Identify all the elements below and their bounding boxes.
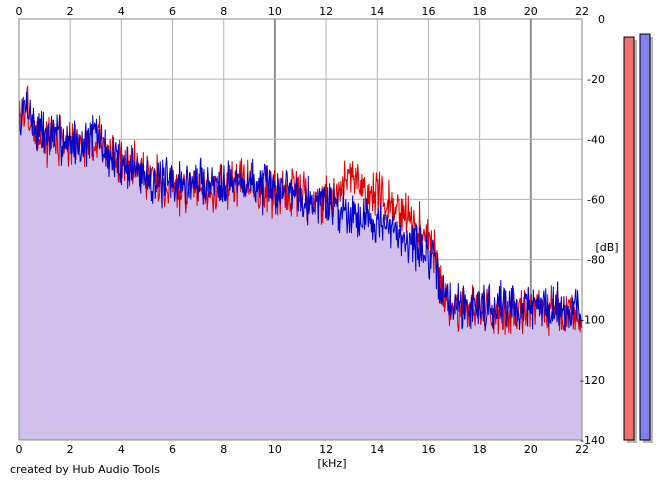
x-tick-label-bottom: 4 <box>118 443 125 456</box>
x-tick-label-top: 18 <box>473 5 487 18</box>
plot-series <box>18 85 583 441</box>
x-tick-label-bottom: 22 <box>575 443 589 456</box>
y-tick-label: -20 <box>587 73 605 86</box>
x-tick-label-top: 16 <box>421 5 435 18</box>
x-tick-label-bottom: 14 <box>370 443 384 456</box>
x-axis-label: [kHz] <box>318 457 347 470</box>
x-tick-label-top: 12 <box>319 5 333 18</box>
y-tick-label: -80 <box>587 254 605 267</box>
x-tick-label-bottom: 20 <box>524 443 538 456</box>
y-tick-label: -140 <box>580 434 605 447</box>
y-tick-label: -120 <box>580 374 605 387</box>
x-tick-label-bottom: 8 <box>220 443 227 456</box>
x-tick-label-bottom: 16 <box>421 443 435 456</box>
left-level-meter <box>623 36 635 441</box>
x-tick-label-bottom: 12 <box>319 443 333 456</box>
x-tick-label-top: 22 <box>575 5 589 18</box>
level-meters <box>623 33 653 444</box>
x-tick-label-top: 14 <box>370 5 384 18</box>
right-channel-line <box>18 91 583 332</box>
y-tick-label: -40 <box>587 133 605 146</box>
credit-text: created by Hub Audio Tools <box>10 463 160 476</box>
y-tick-label: -60 <box>587 193 605 206</box>
x-tick-label-top: 6 <box>169 5 176 18</box>
plot-frame <box>18 18 583 441</box>
x-tick-label-bottom: 0 <box>16 443 23 456</box>
x-tick-label-bottom: 18 <box>473 443 487 456</box>
right-level-meter <box>639 33 651 441</box>
x-tick-label-top: 0 <box>16 5 23 18</box>
x-tick-label-top: 8 <box>220 5 227 18</box>
y-tick-label: -100 <box>580 314 605 327</box>
x-tick-label-bottom: 2 <box>67 443 74 456</box>
x-tick-label-top: 2 <box>67 5 74 18</box>
x-tick-label-top: 4 <box>118 5 125 18</box>
x-tick-label-top: 20 <box>524 5 538 18</box>
x-tick-label-top: 10 <box>268 5 282 18</box>
y-tick-label: 0 <box>598 13 605 26</box>
left-channel-area <box>19 85 582 440</box>
x-tick-label-bottom: 6 <box>169 443 176 456</box>
axis-ticks: 002244668810101212141416161818202022220-… <box>16 5 606 456</box>
y-axis-label: [dB] <box>595 241 618 254</box>
x-tick-label-bottom: 10 <box>268 443 282 456</box>
